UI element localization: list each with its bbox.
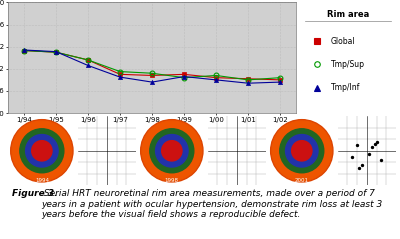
Circle shape	[11, 120, 73, 182]
Circle shape	[292, 141, 312, 161]
Circle shape	[156, 135, 188, 167]
Circle shape	[12, 121, 72, 181]
Point	[366, 152, 372, 156]
Circle shape	[26, 135, 58, 167]
Circle shape	[141, 120, 203, 182]
Text: 2001: 2001	[295, 178, 309, 183]
Point	[349, 155, 355, 158]
Circle shape	[20, 129, 64, 173]
Text: 1998: 1998	[165, 178, 179, 183]
Text: Figure 3.: Figure 3.	[12, 190, 57, 198]
Point	[359, 163, 365, 167]
Circle shape	[162, 141, 182, 161]
Point	[368, 145, 375, 149]
Text: Tmp/Sup: Tmp/Sup	[331, 60, 365, 69]
Text: 1994: 1994	[35, 178, 49, 183]
Circle shape	[32, 141, 52, 161]
Circle shape	[142, 121, 202, 181]
Circle shape	[272, 121, 332, 181]
Circle shape	[280, 129, 324, 173]
Point	[378, 158, 384, 162]
Text: Rim area: Rim area	[327, 10, 369, 19]
Point	[371, 142, 378, 146]
Point	[356, 166, 362, 170]
Circle shape	[286, 135, 318, 167]
Circle shape	[271, 120, 333, 182]
Circle shape	[150, 129, 194, 173]
Text: Global: Global	[331, 37, 355, 46]
Point	[354, 143, 360, 147]
Point	[373, 140, 380, 143]
Text: Tmp/Inf: Tmp/Inf	[331, 83, 360, 92]
Text: Serial HRT neuroretinal rim area measurements, made over a period of 7 years in : Serial HRT neuroretinal rim area measure…	[41, 190, 382, 219]
